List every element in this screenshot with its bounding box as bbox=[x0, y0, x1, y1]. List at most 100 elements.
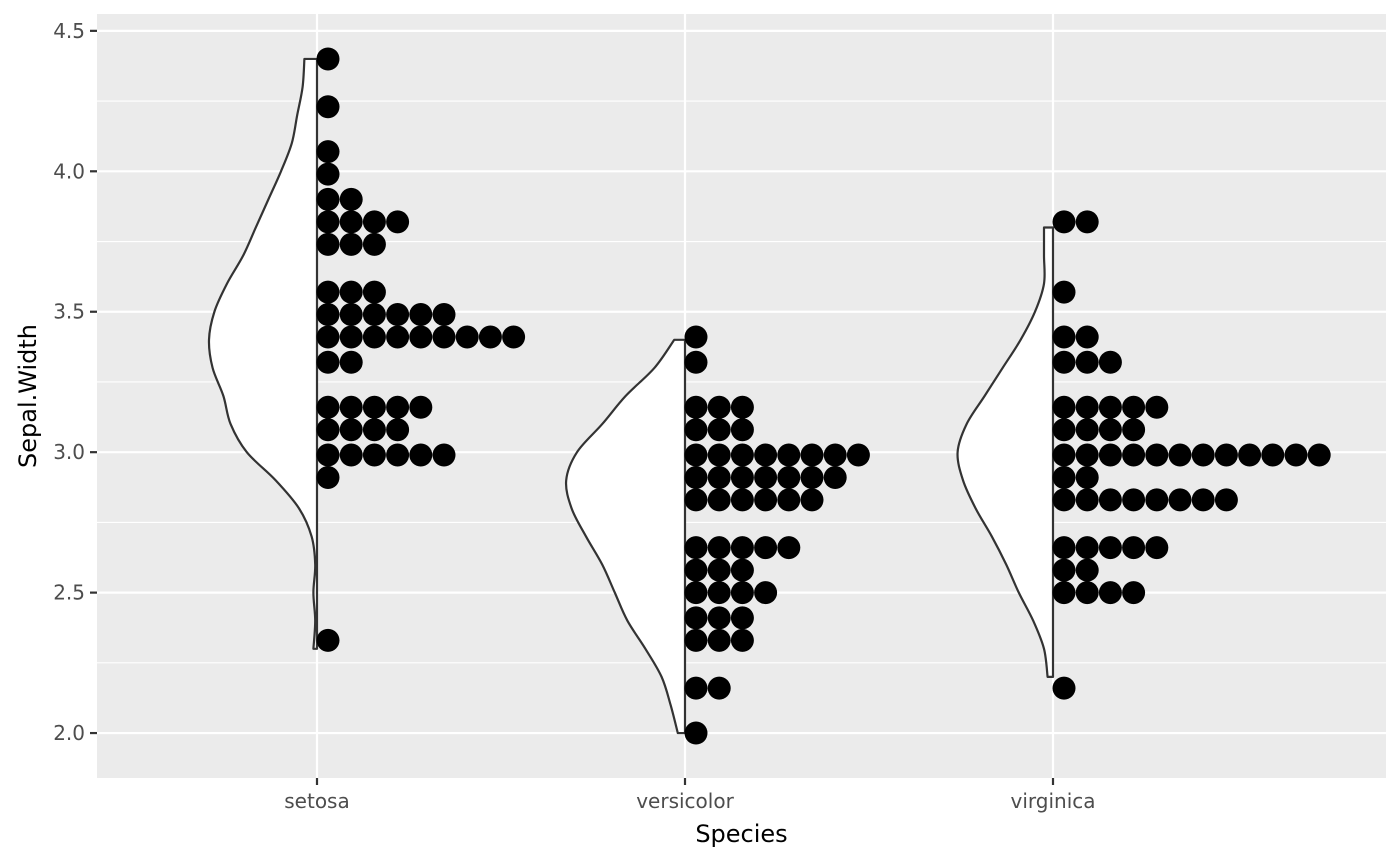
dot-setosa bbox=[362, 395, 386, 419]
dot-virginica bbox=[1052, 558, 1076, 582]
dot-virginica bbox=[1052, 676, 1076, 700]
dot-setosa bbox=[362, 303, 386, 327]
dot-virginica bbox=[1098, 395, 1122, 419]
dot-versicolor bbox=[707, 418, 731, 442]
dot-virginica bbox=[1075, 558, 1099, 582]
dot-virginica bbox=[1145, 443, 1169, 467]
dot-setosa bbox=[316, 232, 340, 256]
dot-setosa bbox=[386, 325, 410, 349]
dot-virginica bbox=[1122, 581, 1146, 605]
dot-virginica bbox=[1098, 443, 1122, 467]
dot-virginica bbox=[1052, 465, 1076, 489]
dot-setosa bbox=[362, 418, 386, 442]
dot-virginica bbox=[1075, 395, 1099, 419]
dot-versicolor bbox=[684, 418, 708, 442]
dot-versicolor bbox=[777, 536, 801, 560]
dot-setosa bbox=[432, 325, 456, 349]
violin-virginica bbox=[956, 226, 1055, 678]
dot-setosa bbox=[362, 280, 386, 304]
dot-setosa bbox=[386, 303, 410, 327]
dot-virginica bbox=[1052, 536, 1076, 560]
dot-versicolor bbox=[754, 536, 778, 560]
x-tick-label: virginica bbox=[1011, 789, 1096, 813]
dot-setosa bbox=[478, 325, 502, 349]
dot-versicolor bbox=[684, 350, 708, 374]
x-axis: setosa versicolor virginica bbox=[284, 778, 1096, 813]
dot-virginica bbox=[1052, 443, 1076, 467]
dot-setosa bbox=[339, 325, 363, 349]
dot-virginica bbox=[1214, 488, 1238, 512]
dot-setosa bbox=[316, 280, 340, 304]
dot-virginica bbox=[1052, 395, 1076, 419]
dot-setosa bbox=[316, 162, 340, 186]
dot-versicolor bbox=[730, 488, 754, 512]
dot-versicolor bbox=[730, 418, 754, 442]
dot-setosa bbox=[409, 303, 433, 327]
dot-versicolor bbox=[754, 465, 778, 489]
dot-versicolor bbox=[800, 488, 824, 512]
dot-virginica bbox=[1098, 418, 1122, 442]
dot-versicolor bbox=[823, 443, 847, 467]
dot-setosa bbox=[409, 325, 433, 349]
dot-versicolor bbox=[754, 488, 778, 512]
dot-virginica bbox=[1122, 418, 1146, 442]
y-tick-label: 3.0 bbox=[53, 440, 85, 464]
x-tick-label: versicolor bbox=[636, 789, 734, 813]
dot-versicolor bbox=[730, 628, 754, 652]
dot-versicolor bbox=[707, 536, 731, 560]
dot-setosa bbox=[316, 325, 340, 349]
dot-virginica bbox=[1214, 443, 1238, 467]
dot-versicolor bbox=[730, 443, 754, 467]
dot-virginica bbox=[1052, 350, 1076, 374]
dot-versicolor bbox=[707, 488, 731, 512]
dot-virginica bbox=[1122, 443, 1146, 467]
dot-setosa bbox=[362, 443, 386, 467]
y-axis: 2.0 2.5 3.0 3.5 4.0 4.5 bbox=[53, 19, 97, 745]
y-tick-label: 3.5 bbox=[53, 300, 85, 324]
dot-setosa bbox=[316, 210, 340, 234]
dot-virginica bbox=[1122, 395, 1146, 419]
dot-setosa bbox=[316, 95, 340, 119]
dot-virginica bbox=[1052, 581, 1076, 605]
dot-versicolor bbox=[823, 465, 847, 489]
dot-versicolor bbox=[707, 628, 731, 652]
x-tick-label: setosa bbox=[284, 789, 349, 813]
dot-virginica bbox=[1052, 488, 1076, 512]
dot-versicolor bbox=[707, 606, 731, 630]
dot-virginica bbox=[1052, 280, 1076, 304]
dot-setosa bbox=[316, 465, 340, 489]
dot-virginica bbox=[1098, 350, 1122, 374]
dot-virginica bbox=[1075, 350, 1099, 374]
dot-versicolor bbox=[684, 721, 708, 745]
dot-setosa bbox=[409, 395, 433, 419]
dot-setosa bbox=[455, 325, 479, 349]
dot-versicolor bbox=[684, 325, 708, 349]
violin-layer bbox=[207, 57, 1055, 735]
dot-versicolor bbox=[684, 465, 708, 489]
dot-versicolor bbox=[707, 676, 731, 700]
dot-setosa bbox=[386, 443, 410, 467]
dot-setosa bbox=[362, 325, 386, 349]
dot-setosa bbox=[316, 395, 340, 419]
dot-virginica bbox=[1075, 325, 1099, 349]
dot-versicolor bbox=[707, 465, 731, 489]
dot-versicolor bbox=[684, 536, 708, 560]
dot-setosa bbox=[386, 210, 410, 234]
dot-virginica bbox=[1098, 581, 1122, 605]
dot-virginica bbox=[1098, 536, 1122, 560]
dot-versicolor bbox=[684, 581, 708, 605]
dot-setosa bbox=[339, 232, 363, 256]
dot-setosa bbox=[502, 325, 526, 349]
dot-versicolor bbox=[684, 558, 708, 582]
x-axis-title: Species bbox=[695, 820, 787, 848]
dot-versicolor bbox=[730, 581, 754, 605]
dot-versicolor bbox=[777, 488, 801, 512]
dot-virginica bbox=[1075, 581, 1099, 605]
dot-virginica bbox=[1145, 536, 1169, 560]
dot-versicolor bbox=[730, 536, 754, 560]
dot-versicolor bbox=[684, 443, 708, 467]
dot-versicolor bbox=[730, 606, 754, 630]
dot-setosa bbox=[339, 418, 363, 442]
dot-virginica bbox=[1191, 488, 1215, 512]
dot-versicolor bbox=[730, 395, 754, 419]
